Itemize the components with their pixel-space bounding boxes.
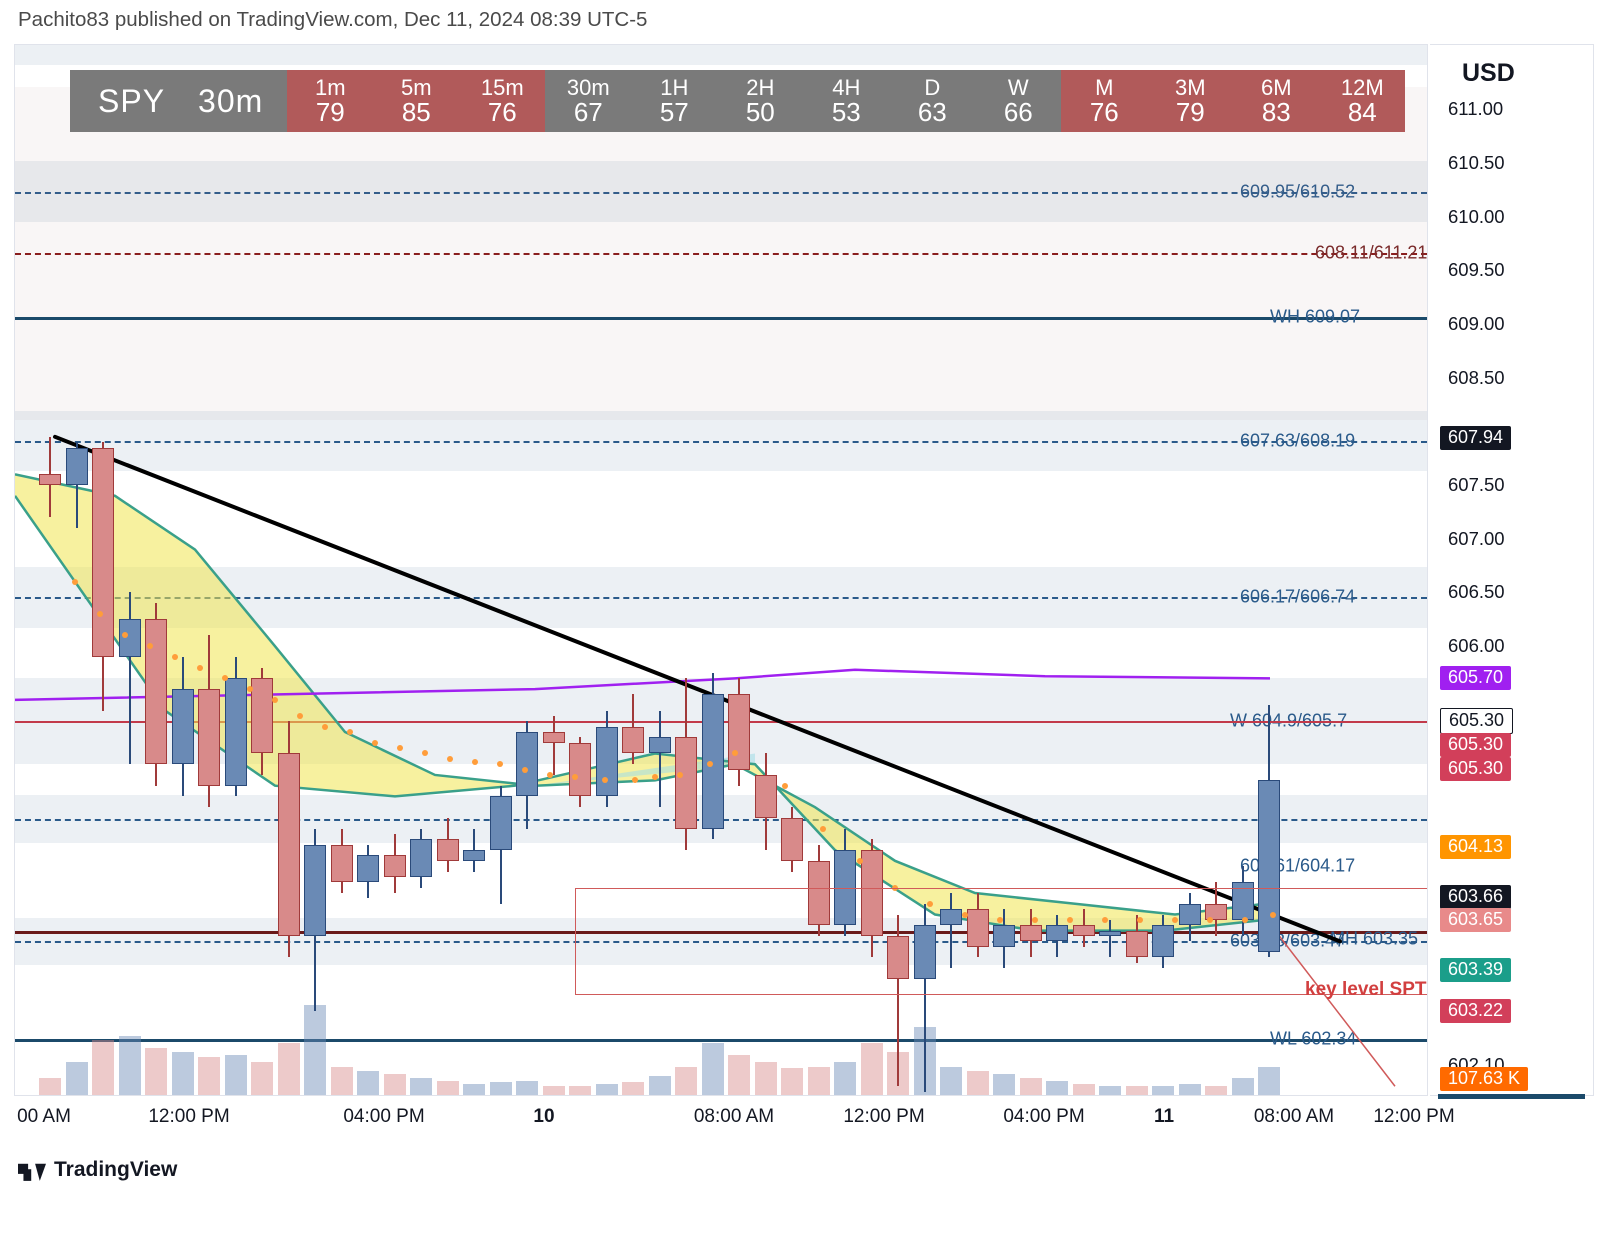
sar-dot [372, 740, 378, 746]
x-tick: 11 [1154, 1106, 1174, 1128]
timeframe-2H[interactable]: 2H50 [717, 70, 803, 132]
sar-dot [782, 783, 788, 789]
y-tick: 610.00 [1448, 206, 1505, 228]
timeframe-15m[interactable]: 15m76 [459, 70, 545, 132]
timeframe-12M[interactable]: 12M84 [1319, 70, 1405, 132]
x-tick: 00 AM [17, 1106, 71, 1128]
price-marker: 607.94 [1440, 426, 1511, 450]
timeframe-M[interactable]: M76 [1061, 70, 1147, 132]
price-marker: 603.22 [1440, 999, 1511, 1023]
timeframe-30m[interactable]: 30m67 [545, 70, 631, 132]
volume-marker: 107.63 K [1440, 1067, 1528, 1091]
y-tick: 610.50 [1448, 152, 1505, 174]
sar-dot [347, 729, 353, 735]
candle[interactable] [490, 45, 512, 1096]
candle[interactable] [198, 45, 220, 1096]
sar-dot [857, 858, 863, 864]
chart-pane[interactable]: SPY 30m1m795m8515m7630m671H572H504H53D63… [14, 44, 1428, 1096]
y-tick: 607.50 [1448, 474, 1505, 496]
sar-dot [447, 756, 453, 762]
candle[interactable] [39, 45, 61, 1096]
y-tick: 607.00 [1448, 528, 1505, 550]
sar-dot [97, 611, 103, 617]
timeframe-4H[interactable]: 4H53 [803, 70, 889, 132]
price-marker: 603.66 [1440, 885, 1511, 909]
price-marker: 603.39 [1440, 958, 1511, 982]
price-marker: 605.70 [1440, 666, 1511, 690]
candle[interactable] [145, 45, 167, 1096]
sar-dot [197, 665, 203, 671]
line-label: WL 602.34 [1270, 1029, 1356, 1050]
price-marker: 603.65 [1440, 908, 1511, 932]
candle[interactable] [357, 45, 379, 1096]
sar-dot [820, 826, 826, 832]
candle[interactable] [172, 45, 194, 1096]
x-tick: 12:00 PM [1373, 1106, 1454, 1128]
symbol-timeframe[interactable]: SPY 30m [70, 70, 287, 132]
timeframe-D[interactable]: D63 [889, 70, 975, 132]
tv-logo-icon [18, 1156, 46, 1184]
x-tick: 08:00 AM [1254, 1106, 1334, 1128]
currency-label: USD [1462, 59, 1515, 88]
candle[interactable] [66, 45, 88, 1096]
x-tick: 12:00 PM [843, 1106, 924, 1128]
timeframe-3M[interactable]: 3M79 [1147, 70, 1233, 132]
x-tick: 08:00 AM [694, 1106, 774, 1128]
y-tick: 609.00 [1448, 313, 1505, 335]
price-marker: 605.30 [1440, 708, 1513, 734]
price-axis[interactable]: USD 611.00 610.50 610.00 609.50 609.00 608.50… [1430, 44, 1594, 1096]
x-tick: 12:00 PM [148, 1106, 229, 1128]
y-tick: 606.50 [1448, 581, 1505, 603]
timeframe-1m[interactable]: 1m79 [287, 70, 373, 132]
candle[interactable] [516, 45, 538, 1096]
key-level-label: key level SPT 603.35 [1305, 979, 1428, 1001]
candle[interactable] [119, 45, 141, 1096]
candle[interactable] [463, 45, 485, 1096]
timeframe-6M[interactable]: 6M83 [1233, 70, 1319, 132]
sar-dot [547, 772, 553, 778]
candle[interactable] [225, 45, 247, 1096]
band-label: 608.11/611.21 [1315, 243, 1427, 264]
sar-dot [322, 724, 328, 730]
sar-dot [297, 713, 303, 719]
time-axis[interactable]: 00 AM 12:00 PM 04:00 PM 10 08:00 AM 12:00 PM 0… [14, 1098, 1574, 1142]
publish-info: Pachito83 published on TradingView.com, … [18, 8, 647, 32]
candle[interactable] [384, 45, 406, 1096]
price-marker: 605.30 [1440, 757, 1511, 781]
timeframe-bar: SPY 30m1m795m8515m7630m671H572H504H53D63… [70, 70, 1405, 132]
price-marker: 605.30 [1440, 733, 1511, 757]
line-label: WH 609.07 [1270, 306, 1360, 327]
timeframe-5m[interactable]: 5m85 [373, 70, 459, 132]
sar-dot [272, 697, 278, 703]
y-tick: 611.00 [1448, 98, 1503, 120]
candle[interactable] [331, 45, 353, 1096]
support-box [575, 888, 1428, 995]
root: Pachito83 published on TradingView.com, … [0, 0, 1600, 1245]
candle[interactable] [304, 45, 326, 1096]
sar-dot [172, 654, 178, 660]
tv-logo-text: TradingView [54, 1158, 177, 1182]
timeframe-W[interactable]: W66 [975, 70, 1061, 132]
x-tick: 04:00 PM [1003, 1106, 1084, 1128]
price-marker: 604.13 [1440, 835, 1511, 859]
sar-dot [72, 579, 78, 585]
sar-dot [522, 767, 528, 773]
candle[interactable] [410, 45, 432, 1096]
x-tick: 10 [533, 1106, 554, 1128]
candle[interactable] [543, 45, 565, 1096]
candle[interactable] [251, 45, 273, 1096]
sar-dot [677, 772, 683, 778]
y-tick: 606.00 [1448, 635, 1505, 657]
candle[interactable] [92, 45, 114, 1096]
timeframe-1H[interactable]: 1H57 [631, 70, 717, 132]
candle[interactable] [278, 45, 300, 1096]
y-tick: 608.50 [1448, 367, 1505, 389]
y-tick: 609.50 [1448, 259, 1505, 281]
x-tick: 04:00 PM [343, 1106, 424, 1128]
candle[interactable] [437, 45, 459, 1096]
tradingview-logo[interactable]: TradingView [18, 1156, 177, 1184]
